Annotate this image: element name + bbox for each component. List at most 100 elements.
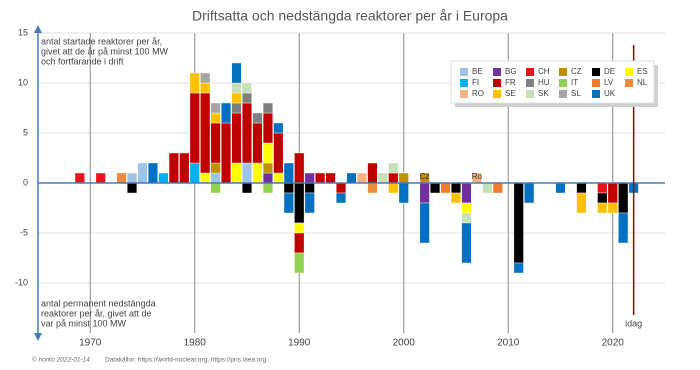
legend-label: HU — [538, 78, 550, 87]
legend-swatch — [592, 68, 600, 76]
bar-segment — [607, 182, 618, 204]
bar-segment — [419, 182, 430, 204]
bar-segment — [597, 192, 608, 204]
annotation: var på minst 100 MW — [41, 318, 127, 328]
bar-segment — [398, 172, 409, 184]
bar-segment — [241, 182, 253, 194]
bar-segment — [231, 102, 242, 114]
legend-label: CZ — [571, 67, 582, 76]
bar-segment — [283, 162, 294, 184]
bar-segment — [252, 112, 263, 124]
bar-segment — [189, 92, 200, 164]
bar-segment — [283, 182, 294, 194]
y-tick-label: -10 — [15, 277, 28, 287]
legend-swatch — [559, 68, 567, 76]
bar-segment — [252, 162, 263, 184]
bar-segment — [137, 162, 148, 184]
bar-segment — [262, 102, 273, 114]
bar-segment — [200, 72, 211, 84]
bar-segment — [304, 182, 315, 194]
bar-segment — [461, 212, 472, 224]
bar-segment — [241, 162, 253, 184]
bar-segment — [336, 192, 347, 204]
bar-segment — [168, 152, 179, 184]
bar-segment — [200, 172, 211, 184]
bar-segment — [262, 182, 273, 194]
bar-segment — [158, 172, 169, 184]
bar-segment — [388, 172, 399, 184]
bar-segment — [618, 212, 629, 244]
x-tick-label: 1990 — [288, 338, 311, 349]
bar-segment — [367, 162, 378, 184]
legend-swatch — [493, 90, 501, 98]
bar-segment — [315, 172, 326, 184]
bar-segment — [482, 182, 493, 194]
bar-segment — [231, 112, 242, 164]
bar-segment — [147, 162, 158, 184]
bar-segment — [294, 232, 305, 254]
bar-segment — [388, 182, 399, 194]
bar-segment — [210, 172, 221, 184]
legend-swatch — [592, 90, 600, 98]
bar-segment — [492, 182, 503, 194]
bar-segment — [398, 182, 409, 204]
bar-segment — [430, 182, 441, 194]
bar-segment — [618, 182, 629, 214]
bar-segment — [231, 62, 242, 84]
today-label: idag — [625, 318, 642, 328]
annotation: givet att de år på minst 100 MW — [41, 46, 169, 56]
bar-segment — [513, 182, 524, 264]
bar-segment — [210, 112, 221, 124]
bar-segment — [576, 192, 587, 214]
bar-segment — [221, 102, 232, 124]
y-tick-label: -5 — [20, 227, 28, 237]
bar-segment — [241, 102, 253, 164]
legend-label: UK — [604, 89, 616, 98]
annotation: antal permanent nedstängda — [41, 298, 156, 308]
bar-segment — [597, 202, 608, 214]
bar-segment — [597, 182, 608, 194]
legend-label: CH — [538, 67, 550, 76]
bar-segment — [262, 112, 273, 144]
annotation: och fortfarande i drift — [41, 56, 124, 66]
bar-segment — [252, 122, 263, 164]
legend-swatch — [559, 90, 567, 98]
x-tick-label: 2020 — [602, 338, 625, 349]
bar-segment — [304, 192, 315, 214]
bar-label: Ro — [472, 172, 483, 181]
bar-segment — [450, 192, 462, 204]
x-tick-label: 1980 — [184, 338, 207, 349]
legend-label: SL — [571, 89, 581, 98]
y-tick-label: 10 — [18, 77, 28, 87]
legend-label: RO — [472, 89, 484, 98]
bar-segment — [74, 172, 85, 184]
bar-segment — [210, 102, 221, 114]
legend-label: SE — [505, 89, 516, 98]
bar-label: Cz — [420, 172, 430, 181]
legend-label: BG — [505, 67, 517, 76]
legend-label: LV — [604, 78, 614, 87]
bar-segment — [356, 172, 367, 184]
bar-segment — [262, 172, 273, 184]
bar-segment — [325, 172, 336, 184]
bar-segment — [294, 152, 305, 184]
chart-title: Driftsatta och nedstängda reaktorer per … — [192, 8, 508, 24]
bar-segment — [262, 162, 273, 174]
legend-label: DE — [604, 67, 615, 76]
footer: © horko 2022-01-14 — [32, 356, 90, 364]
bar-segment — [377, 172, 388, 184]
bar-segment — [95, 172, 106, 184]
legend-label: SK — [538, 89, 549, 98]
y-tick-label: 5 — [23, 127, 28, 137]
legend-box — [450, 60, 655, 104]
legend-swatch — [526, 90, 534, 98]
bar-segment — [273, 172, 284, 184]
bar-segment — [440, 182, 451, 194]
bar-segment — [127, 172, 138, 184]
legend-swatch — [460, 68, 468, 76]
x-tick-label: 2010 — [497, 338, 520, 349]
legend-swatch — [460, 79, 468, 87]
bar-segment — [179, 152, 190, 184]
bar-segment — [210, 122, 221, 164]
